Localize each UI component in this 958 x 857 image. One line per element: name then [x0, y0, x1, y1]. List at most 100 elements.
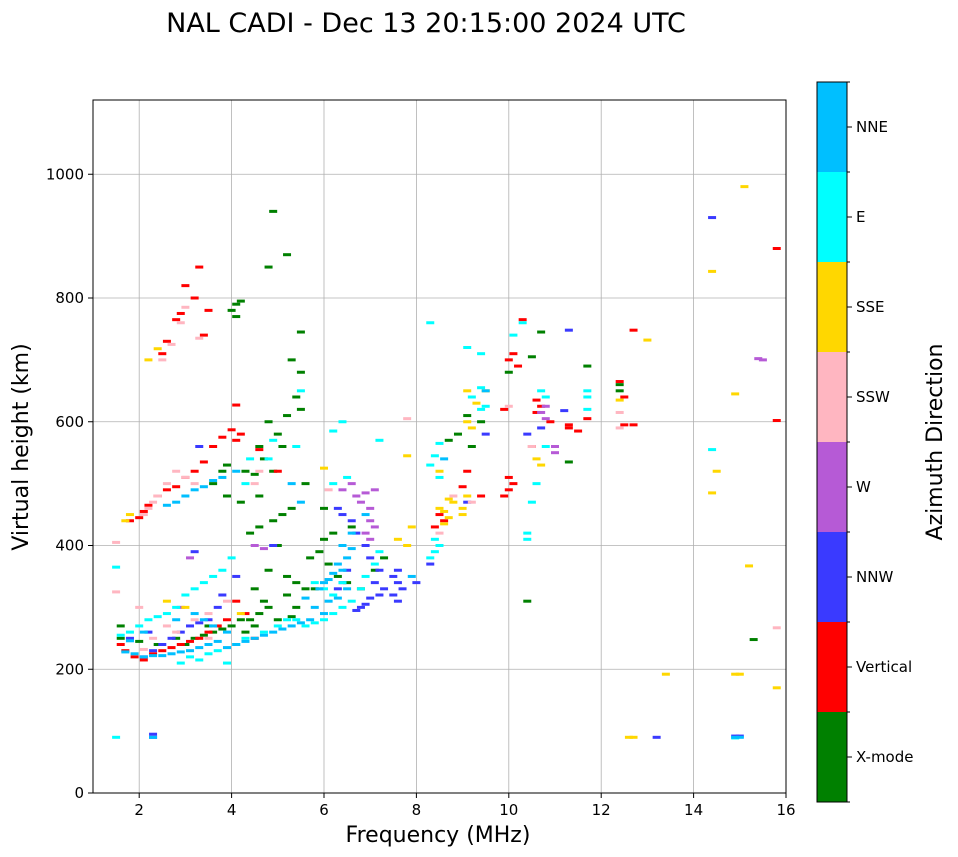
echo-point — [615, 398, 624, 402]
echo-point — [246, 618, 255, 622]
echo-point — [130, 655, 139, 659]
echo-point — [338, 568, 347, 572]
series-e — [112, 321, 740, 740]
echo-point — [112, 540, 121, 544]
echo-point — [541, 395, 550, 399]
echo-point — [361, 602, 370, 606]
echo-point — [477, 352, 486, 356]
echo-point — [269, 209, 278, 213]
echo-point — [532, 482, 541, 486]
echo-point — [320, 612, 328, 616]
echo-point — [213, 639, 222, 643]
echo-point — [523, 599, 532, 603]
echo-point — [287, 624, 296, 628]
echo-point — [269, 469, 278, 473]
echo-point — [320, 466, 328, 470]
echo-point — [250, 636, 259, 640]
echo-point — [361, 491, 370, 495]
echo-point — [209, 482, 218, 486]
echo-point — [366, 556, 375, 560]
echo-point — [259, 599, 268, 603]
echo-point — [112, 735, 121, 739]
echo-point — [310, 581, 319, 585]
echo-point — [301, 624, 310, 628]
echo-point — [389, 574, 398, 578]
echo-point — [190, 488, 199, 492]
y-tick-label: 400 — [55, 537, 84, 555]
echo-point — [324, 599, 333, 603]
echo-point — [139, 509, 148, 513]
echo-point — [287, 482, 296, 486]
echo-point — [467, 426, 476, 430]
y-tick-label: 0 — [74, 784, 84, 802]
echo-point — [537, 410, 546, 414]
echo-point — [329, 571, 338, 575]
echo-point — [162, 503, 171, 507]
echo-point — [264, 605, 273, 609]
echo-point — [209, 445, 218, 448]
x-tick-label: 12 — [592, 801, 611, 819]
echo-point — [749, 638, 758, 642]
echo-point — [523, 537, 532, 541]
echo-point — [246, 457, 255, 461]
echo-point — [463, 494, 472, 498]
colorbar-label-item: W — [856, 478, 871, 496]
echo-point — [320, 506, 328, 510]
echo-point — [218, 627, 227, 631]
echo-point — [366, 596, 375, 600]
echo-point — [541, 417, 550, 421]
echo-point — [121, 650, 130, 654]
echo-point — [315, 550, 324, 554]
x-tick-label: 6 — [319, 801, 329, 819]
echo-point — [139, 647, 148, 651]
echo-point — [199, 618, 208, 622]
echo-point — [338, 488, 347, 492]
echo-point — [195, 445, 204, 448]
echo-point — [236, 500, 245, 504]
echo-point — [412, 581, 421, 585]
echo-point — [629, 328, 638, 332]
echo-point — [356, 500, 365, 504]
series-ssw — [112, 305, 781, 651]
echo-point — [380, 587, 389, 591]
echo-point — [190, 482, 199, 486]
echo-point — [273, 624, 282, 628]
y-axis-ticks: 0 200 400 600 800 1000 — [46, 165, 93, 802]
echo-point — [347, 531, 356, 535]
echo-point — [125, 630, 134, 634]
echo-point — [273, 544, 282, 547]
echo-point — [458, 506, 467, 510]
echo-point — [532, 457, 541, 461]
echo-point — [310, 621, 319, 625]
echo-point — [306, 618, 315, 622]
echo-point — [504, 475, 513, 479]
echo-point — [255, 494, 264, 498]
echo-point — [375, 550, 384, 554]
echo-point — [356, 605, 365, 609]
echo-point — [708, 216, 717, 220]
colorbar-label-item: E — [856, 208, 865, 226]
echo-point — [564, 426, 573, 430]
echo-point — [708, 269, 717, 273]
echo-point — [144, 503, 153, 507]
echo-point — [190, 469, 199, 473]
echo-point — [162, 339, 171, 343]
echo-point — [463, 500, 472, 504]
echo-point — [361, 544, 370, 547]
echo-point — [361, 513, 370, 517]
echo-point — [403, 544, 412, 547]
echo-point — [241, 636, 250, 640]
echo-point — [615, 389, 624, 393]
echo-point — [426, 556, 435, 560]
echo-point — [176, 661, 185, 665]
colorbar-segment — [817, 712, 847, 802]
echo-point — [320, 618, 328, 622]
grid-lines — [93, 100, 787, 794]
colorbar-segment — [817, 442, 847, 532]
echo-point — [435, 531, 444, 535]
echo-point — [523, 432, 532, 436]
echo-point — [273, 469, 282, 473]
echo-point — [278, 627, 287, 631]
echo-point — [241, 469, 250, 473]
echo-point — [172, 636, 181, 640]
